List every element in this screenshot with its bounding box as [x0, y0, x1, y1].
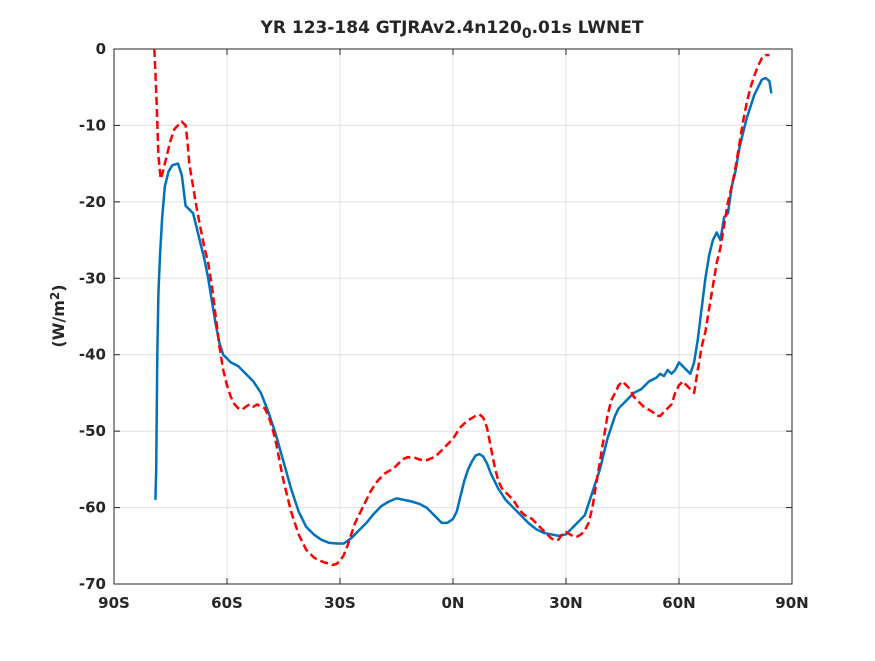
- x-tick-label: 30S: [324, 594, 356, 612]
- chart-title: YR 123-184 GTJRAv2.4n1200.01s LWNET: [260, 18, 644, 42]
- x-tick-label: 30N: [549, 594, 582, 612]
- x-tick-label: 60S: [211, 594, 243, 612]
- ticks: 90S 60S 30S 0N 30N 60N 90N 0 -10 -20 -30 -40 -50 -60 -…: [79, 40, 809, 612]
- y-axis-label-close: ): [49, 284, 68, 291]
- x-tick-label: 90N: [775, 594, 808, 612]
- y-tick-label: -30: [79, 269, 106, 287]
- y-tick-label: 0: [96, 40, 106, 58]
- chart-title-main: YR 123-184 GTJRAv2.4n120: [260, 18, 522, 38]
- y-tick-label: -60: [79, 499, 106, 517]
- y-axis-label-superscript: 2: [48, 292, 62, 300]
- y-tick-label: -40: [79, 346, 106, 364]
- chart-title-subscript: 0: [522, 26, 532, 42]
- y-tick-label: -20: [79, 193, 106, 211]
- y-tick-label: -50: [79, 422, 106, 440]
- x-tick-label: 90S: [98, 594, 130, 612]
- y-tick-label: -10: [79, 116, 106, 134]
- y-axis-label: (W/m2): [48, 284, 68, 347]
- x-tick-label: 0N: [442, 594, 465, 612]
- series: [153, 48, 773, 567]
- series-line-2: [153, 48, 770, 567]
- y-axis-label-main: (W/m: [49, 300, 68, 347]
- x-tick-label: 60N: [662, 594, 695, 612]
- chart-title-suffix: .01s LWNET: [532, 18, 644, 38]
- grid: [114, 49, 792, 584]
- y-tick-label: -70: [79, 575, 106, 593]
